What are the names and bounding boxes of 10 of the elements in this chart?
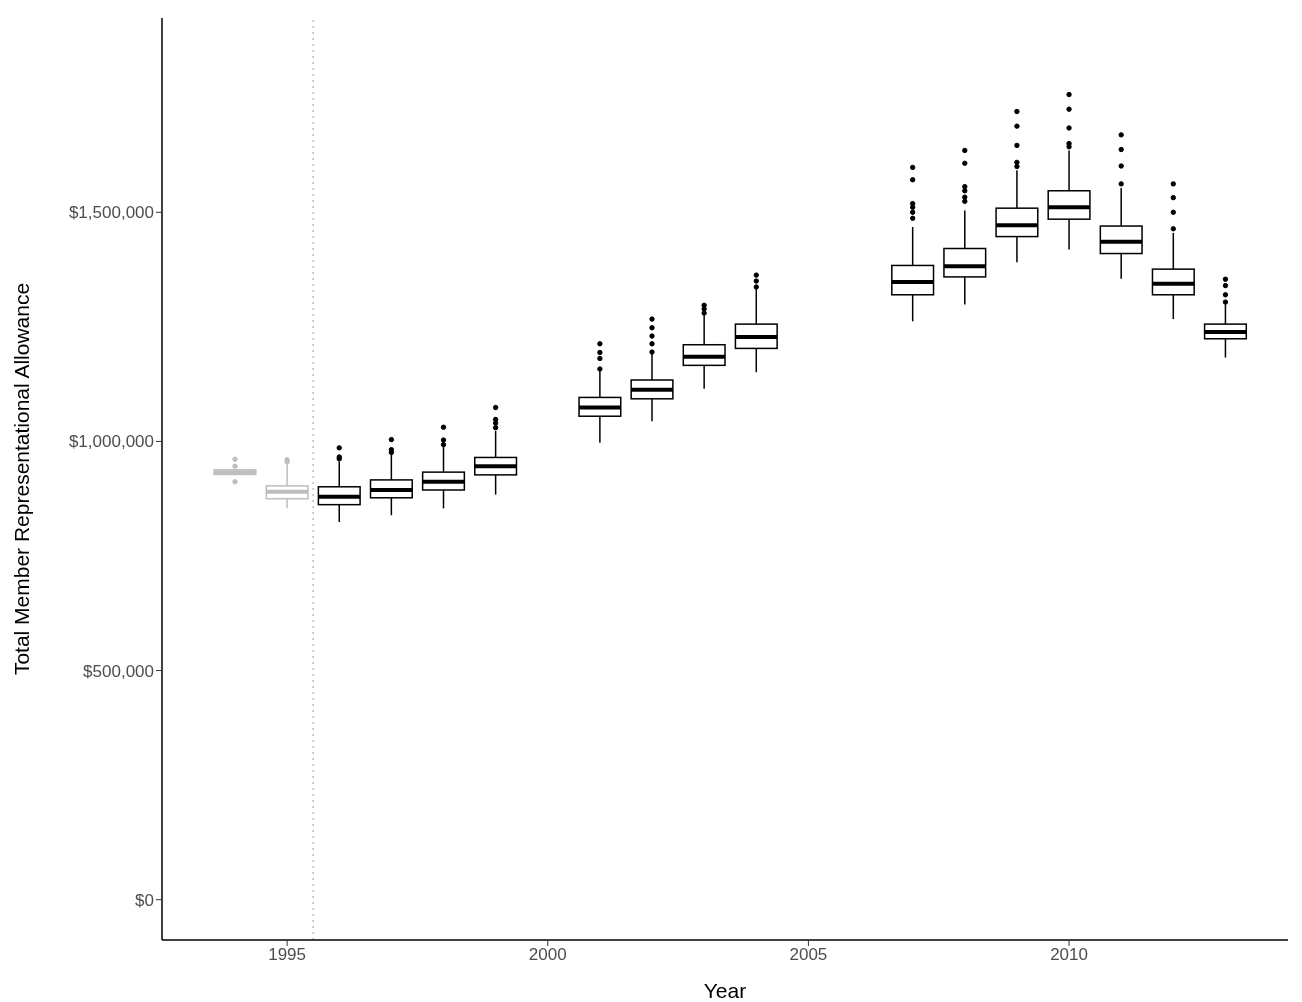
y-tick-label: $1,000,000 <box>68 432 154 452</box>
x-tick-label: 2010 <box>1050 945 1088 965</box>
x-tick-label: 2000 <box>528 945 567 965</box>
x-tick-label: 2005 <box>789 945 828 965</box>
y-tick-label: $0 <box>135 890 154 910</box>
y-tick-label: $1,500,000 <box>68 203 154 223</box>
y-tick-label: $500,000 <box>83 661 154 681</box>
y-axis-title: Total Member Representational Allowance <box>10 282 34 676</box>
x-axis-title: Year <box>703 979 747 1002</box>
x-tick-label: 1995 <box>268 945 307 965</box>
